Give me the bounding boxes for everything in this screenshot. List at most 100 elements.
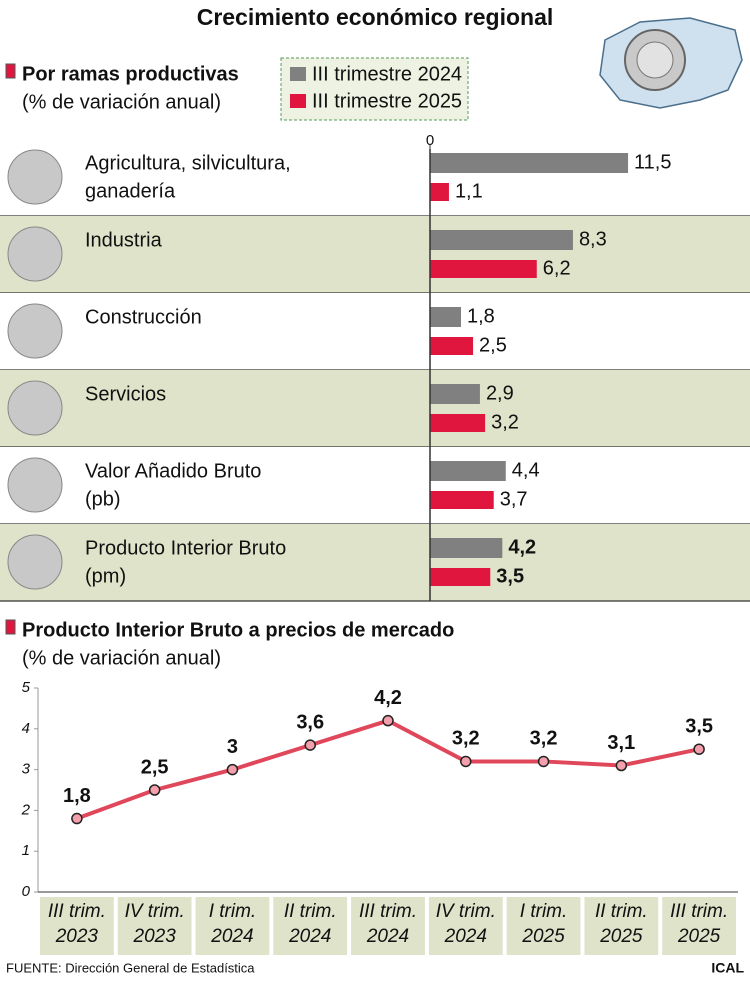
x-tick-label: 2025 [677, 926, 721, 947]
point [304, 739, 316, 751]
section-title: Por ramas productivas [22, 63, 239, 85]
bar [430, 337, 474, 355]
x-tick-label: II trim. [595, 901, 648, 922]
bar [430, 307, 461, 327]
y-tick-label: 3 [22, 761, 31, 778]
value-label: 4,2 [508, 536, 536, 558]
category-label: (pb) [85, 488, 121, 510]
bar [430, 414, 486, 432]
value-label: 8,3 [579, 228, 607, 250]
legend-label: III trimestre 2024 [312, 63, 462, 85]
bar [430, 183, 449, 201]
value-label: 1,8 [467, 305, 495, 327]
bar [430, 384, 480, 404]
credit: ICAL [711, 960, 744, 976]
value-label: 4,2 [374, 687, 402, 709]
x-tick-label: 2025 [521, 926, 565, 947]
row-icon [7, 534, 63, 590]
value-label: 3,5 [496, 565, 524, 587]
value-label: 2,5 [479, 334, 507, 356]
value-label: 3,2 [491, 411, 519, 433]
x-tick-label: 2024 [444, 926, 487, 947]
bar [430, 230, 573, 250]
category-label: ganadería [85, 180, 176, 202]
x-tick-label: III trim. [359, 901, 417, 922]
category-cell [428, 897, 503, 955]
value-label: 3,2 [452, 728, 480, 750]
value-label: 3,5 [685, 715, 713, 737]
heading-marker [5, 619, 16, 635]
main-title: Crecimiento económico regional [197, 4, 554, 30]
legend-box [280, 57, 469, 121]
section-subtitle: (% de variación anual) [22, 91, 221, 113]
x-tick-label: IV trim. [125, 901, 185, 922]
source: FUENTE: Dirección General de Estadística [6, 960, 255, 975]
row-icon [7, 226, 63, 282]
row-background [0, 293, 750, 370]
value-label: 4,4 [512, 459, 540, 481]
category-cell [273, 897, 348, 955]
point [226, 763, 239, 776]
category-cell [662, 897, 736, 955]
x-tick-label: I trim. [520, 901, 568, 922]
category-label: Industria [85, 229, 163, 251]
category-cell [195, 897, 270, 955]
category-label: Agricultura, silvicultura, [85, 152, 291, 174]
y-tick-label: 1 [22, 842, 30, 859]
point [693, 743, 705, 755]
value-label: 3,6 [296, 711, 324, 733]
x-tick-label: IV trim. [436, 901, 496, 922]
category-label: (pm) [85, 565, 126, 587]
heading-marker [5, 63, 16, 79]
point [148, 784, 161, 796]
category-cell [117, 897, 192, 955]
row-background [0, 447, 750, 524]
value-label: 6,2 [543, 257, 571, 279]
point [71, 812, 83, 825]
bar [430, 461, 506, 481]
x-tick-label: II trim. [284, 901, 337, 922]
x-tick-label: I trim. [209, 901, 257, 922]
value-label: 3,2 [530, 728, 558, 750]
value-label: 2,9 [486, 382, 514, 404]
row-background [0, 370, 750, 447]
legend-swatch [290, 94, 306, 108]
legend-label: III trimestre 2025 [312, 90, 462, 112]
x-tick-label: 0 [426, 132, 434, 149]
x-tick-label: 2024 [210, 926, 253, 947]
category-cell [584, 897, 659, 955]
x-tick-label: III trim. [48, 901, 106, 922]
category-cell [506, 897, 581, 955]
y-tick-label: 2 [21, 801, 31, 818]
x-tick-label: III trim. [670, 901, 728, 922]
row-icon [7, 303, 63, 359]
section-title: Producto Interior Bruto a precios de mer… [22, 619, 454, 641]
x-tick-label: 2023 [133, 926, 177, 947]
value-label: 2,5 [141, 756, 169, 778]
section-subtitle: (% de variación anual) [22, 647, 221, 669]
x-tick-label: 2024 [288, 926, 331, 947]
value-label: 1,8 [63, 785, 91, 807]
x-tick-label: 2024 [366, 926, 409, 947]
category-label: Construcción [85, 306, 202, 328]
point [615, 759, 628, 772]
x-tick-label: 2025 [599, 926, 643, 947]
category-label: Servicios [85, 383, 166, 405]
y-tick-label: 4 [22, 720, 30, 737]
bar [430, 260, 537, 278]
point [460, 755, 472, 768]
bar [430, 153, 629, 173]
row-background [0, 524, 750, 601]
bar [430, 568, 491, 586]
map-icon [599, 17, 743, 109]
value-label: 11,5 [634, 151, 671, 173]
row-background [0, 139, 750, 216]
value-label: 3 [227, 736, 238, 758]
category-label: Producto Interior Bruto [85, 537, 286, 559]
x-tick-label: 2023 [55, 926, 99, 947]
row-icon [7, 149, 63, 205]
category-cell [351, 897, 425, 955]
bar [430, 491, 494, 509]
bar [430, 538, 503, 558]
row-icon [7, 380, 63, 436]
